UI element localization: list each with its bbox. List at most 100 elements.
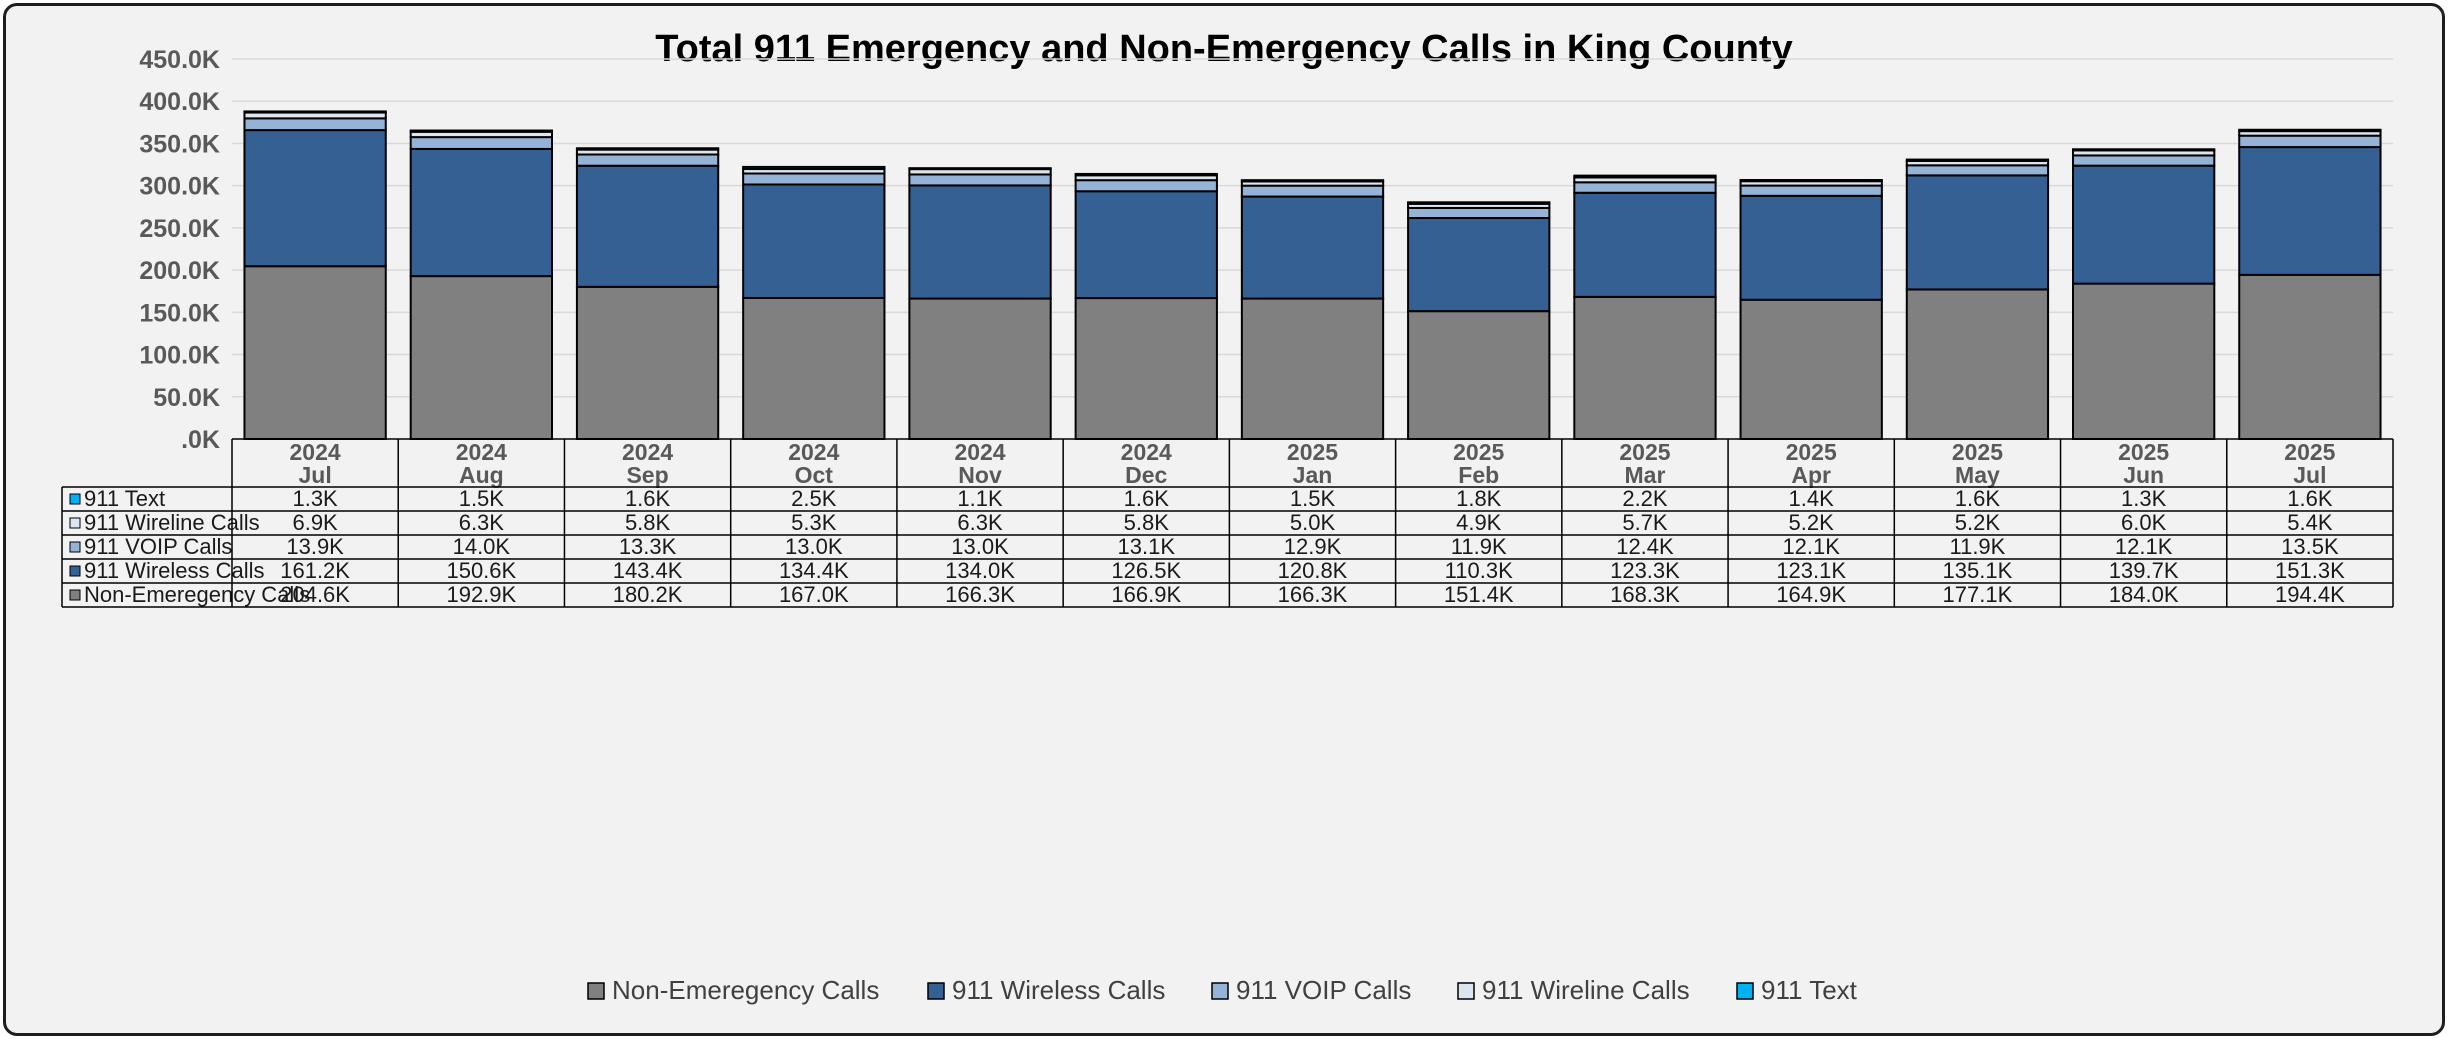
table-cell-value: 13.0K (951, 534, 1009, 559)
table-cell-value: 13.0K (785, 534, 843, 559)
table-cell-value: 5.0K (1290, 510, 1336, 535)
y-tick-label: 450.0K (139, 46, 220, 74)
table-cell-value: 161.2K (280, 558, 350, 583)
category-month-label: Jul (298, 462, 331, 488)
category-month-label: Sep (626, 462, 668, 488)
bar-segment (742, 172, 886, 186)
category-year-label: 2025 (1287, 439, 1338, 465)
legend-key (1736, 982, 1754, 1000)
legend-label: Non-Emeregency Calls (612, 975, 879, 1005)
legend-label: 911 Wireless Calls (952, 975, 1165, 1005)
table-cell-value: 1.6K (2287, 486, 2333, 511)
row-series-name: 911 VOIP Calls (84, 534, 232, 559)
table-cell-value: 6.9K (292, 510, 338, 535)
table-cell-value: 168.3K (1610, 582, 1680, 607)
bar-segment (575, 285, 720, 440)
table-cell-value: 1.8K (1456, 486, 1502, 511)
category-month-label: Oct (795, 462, 834, 488)
y-tick-label: 200.0K (139, 257, 220, 285)
bar-segment (2072, 164, 2216, 285)
bar-segment (1739, 298, 1883, 440)
bar-segment (409, 129, 553, 133)
legend-label: 911 Text (1761, 975, 1858, 1005)
row-legend-key (69, 517, 81, 529)
table-cell-value: 143.4K (613, 558, 683, 583)
bar-segment (1905, 174, 2050, 291)
bar-segment (1905, 164, 2050, 177)
table-cell-value: 194.4K (2275, 582, 2345, 607)
table-cell-value: 5.4K (2287, 510, 2333, 535)
legend-key (587, 982, 605, 1000)
category-month-label: Aug (459, 462, 504, 488)
table-cell-value: 180.2K (613, 582, 683, 607)
table-cell-value: 184.0K (2109, 582, 2179, 607)
table-cell-value: 126.5K (1111, 558, 1181, 583)
y-tick-label: 300.0K (139, 173, 220, 201)
category-month-label: Jan (1293, 462, 1333, 488)
bar-segment (908, 297, 1052, 440)
chart-canvas: Total 911 Emergency and Non-Emergency Ca… (61, 28, 2394, 1005)
bar-segment (409, 275, 553, 440)
y-tick-label: 150.0K (139, 299, 220, 327)
table-cell-value: 13.9K (286, 534, 344, 559)
bar-segment (1074, 172, 1218, 177)
table-cell-value: 2.2K (1622, 486, 1668, 511)
table-cell-value: 166.3K (1278, 582, 1348, 607)
table-cell-value: 12.1K (2115, 534, 2173, 559)
table-cell-value: 150.6K (446, 558, 516, 583)
bar-segment (575, 147, 720, 151)
table-cell-value: 167.0K (779, 582, 849, 607)
bar-segment (1240, 184, 1385, 198)
legend-key (1457, 982, 1475, 1000)
bar-segment (243, 117, 387, 132)
bar-segment (2072, 154, 2216, 167)
table-cell-value: 151.4K (1444, 582, 1514, 607)
table-cell-value: 123.3K (1610, 558, 1680, 583)
bar-segment (1905, 158, 2050, 162)
bar-segment (2072, 282, 2216, 440)
table-cell-value: 12.4K (1616, 534, 1674, 559)
bar-segment (1739, 179, 1883, 183)
bar-segment (1240, 297, 1385, 440)
category-year-label: 2025 (1453, 439, 1504, 465)
data-table: 2024Jul2024Aug2024Sep2024Oct2024Nov2024D… (61, 438, 2394, 608)
bar-segment (2072, 148, 2216, 152)
row-series-name: 911 Text (84, 486, 165, 511)
row-series-name: 911 Wireline Calls (84, 510, 260, 535)
category-year-label: 2024 (1121, 439, 1172, 465)
bar-segment (1573, 174, 1717, 179)
table-cell-value: 5.3K (791, 510, 837, 535)
category-year-label: 2025 (1619, 439, 1670, 465)
table-cell-value: 134.4K (779, 558, 849, 583)
category-month-label: Apr (1791, 462, 1831, 488)
bar-segment (1573, 295, 1717, 440)
table-cell-value: 1.3K (292, 486, 338, 511)
y-tick-label: 400.0K (139, 88, 220, 116)
bar-segment (243, 110, 387, 114)
y-axis: .0K 50.0K 100.0K 150.0K 200.0K 250.0K 300.0K 35… (139, 46, 220, 454)
table-cell-value: 166.3K (945, 582, 1015, 607)
bar-segment (742, 165, 886, 171)
table-cell-value: 6.3K (459, 510, 505, 535)
row-series-name: Non-Emeregency Calls (84, 582, 310, 607)
y-tick-label: .0K (181, 426, 220, 454)
bar-segment (409, 136, 553, 150)
bar-segment (742, 296, 886, 440)
category-year-label: 2024 (622, 439, 673, 465)
bar-segment (243, 129, 387, 268)
legend-label: 911 VOIP Calls (1236, 975, 1411, 1005)
category-year-label: 2024 (290, 439, 341, 465)
category-month-label: May (1955, 462, 2000, 488)
legend: Non-Emeregency Calls 911 Wireless Calls 91… (587, 975, 1858, 1005)
bar-segment (1407, 206, 1551, 220)
bar-segment (1074, 179, 1218, 193)
bars (243, 110, 2382, 441)
bar-segment (575, 164, 720, 288)
table-cell-value: 123.1K (1776, 558, 1846, 583)
table-cell-value: 12.9K (1284, 534, 1342, 559)
table-cell-value: 177.1K (1943, 582, 2013, 607)
table-cell-value: 1.5K (1290, 486, 1336, 511)
category-year-label: 2025 (2284, 439, 2335, 465)
bar-segment (409, 147, 553, 278)
category-year-label: 2025 (2118, 439, 2169, 465)
